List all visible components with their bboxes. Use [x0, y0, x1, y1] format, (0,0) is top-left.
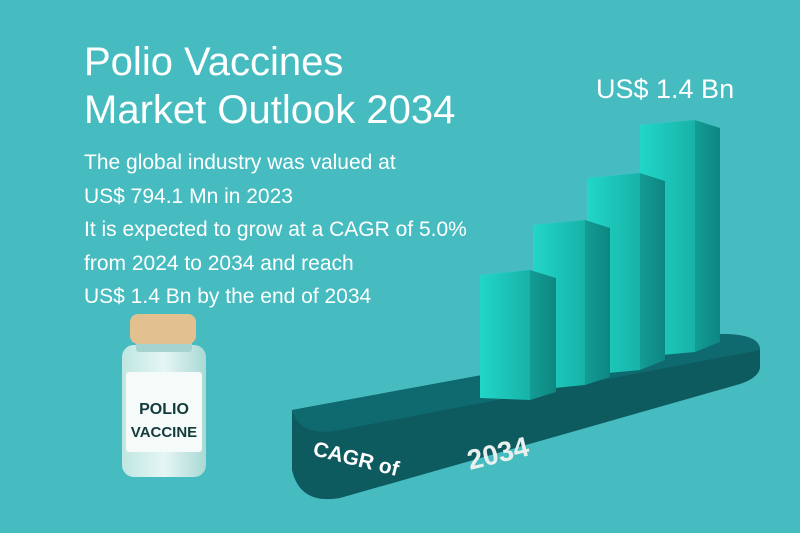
summary-line: US$ 1.4 Bn by the end of 2034	[84, 285, 372, 308]
vaccine-vial-icon: POLIO VACCINE	[122, 314, 206, 477]
bar-1	[480, 270, 556, 400]
summary-text: The global industry was valued at US$ 79…	[84, 146, 467, 314]
summary-line: US$ 794.1 Mn in 2023	[84, 184, 293, 208]
summary-line: from 2024 to 2034 and reach	[84, 251, 354, 275]
title-line-2: Market Outlook 2034	[84, 88, 456, 132]
title-line-1: Polio Vaccines	[84, 40, 344, 84]
vial-label-line-2: VACCINE	[131, 424, 197, 441]
peak-value-label: US$ 1.4 Bn	[596, 74, 735, 104]
vial-label-line-1: POLIO	[139, 401, 189, 418]
page-title: Polio Vaccines Market Outlook 2034	[84, 38, 455, 134]
summary-line: It is expected to grow at a CAGR of 5.0%	[84, 218, 467, 241]
summary-line: The global industry was valued at	[84, 151, 396, 174]
